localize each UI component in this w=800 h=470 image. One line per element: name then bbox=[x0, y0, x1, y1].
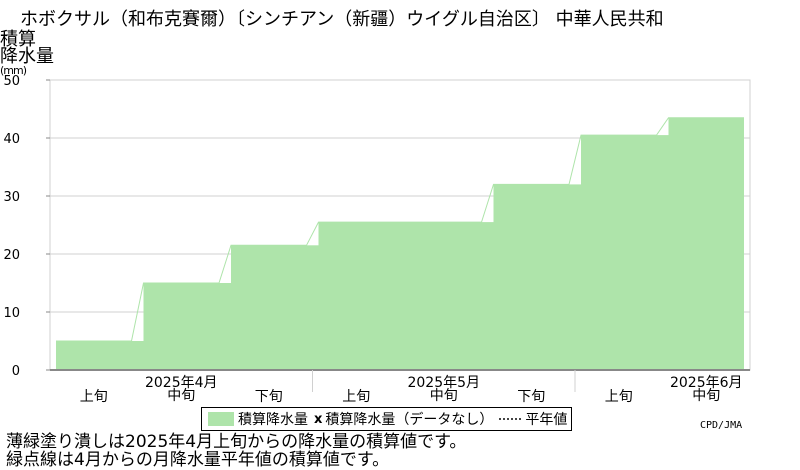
x-period-label: 下旬 bbox=[517, 389, 545, 405]
legend: 積算降水量 x 積算降水量（データなし） 平年値 bbox=[201, 407, 573, 431]
legend-missing-marker-icon: x bbox=[314, 411, 323, 427]
footnote-fill: 薄緑塗り潰しは2025年4月上旬からの降水量の積算値です。 bbox=[6, 432, 467, 452]
x-month-label: 2025年6月 bbox=[670, 375, 743, 391]
x-month-label: 2025年4月 bbox=[145, 375, 218, 391]
x-period-label: 上旬 bbox=[605, 389, 633, 405]
bar-joint bbox=[569, 184, 581, 370]
x-period-label: 上旬 bbox=[80, 389, 108, 405]
x-period-label: 下旬 bbox=[255, 389, 283, 405]
y-tick-label: 10 bbox=[3, 306, 20, 321]
bar-segment bbox=[406, 222, 482, 370]
y-tick-label: 20 bbox=[3, 248, 20, 263]
bar-segment bbox=[56, 341, 132, 370]
y-tick-label: 0 bbox=[12, 364, 20, 379]
x-month-label: 2025年5月 bbox=[407, 375, 480, 391]
bar-joint bbox=[481, 222, 494, 370]
bar-segment bbox=[493, 184, 569, 370]
bar-joint bbox=[131, 341, 144, 370]
y-axis-label: 積算 降水量 (mm) bbox=[0, 31, 54, 77]
bar-joint bbox=[219, 283, 231, 370]
bar-segment bbox=[668, 117, 744, 370]
y-axis-label-line2: 降水量 bbox=[0, 46, 54, 67]
bar-segment bbox=[581, 135, 657, 370]
legend-normal-dotted-line-icon bbox=[499, 418, 522, 420]
bar-segment bbox=[231, 245, 307, 370]
x-period-label: 中旬 bbox=[692, 388, 720, 404]
x-period-label: 中旬 bbox=[430, 388, 458, 404]
bar-joint bbox=[656, 135, 669, 370]
footnote-dotted-line: 緑点線は4月からの月降水量平年値の積算値です。 bbox=[6, 450, 390, 470]
x-period-label: 中旬 bbox=[167, 388, 195, 404]
credit-text: CPD/JMA bbox=[700, 420, 743, 431]
chart-title: ホボクサル（和布克賽爾）〔シンチアン（新疆）ウイグル自治区〕 中華人民共和 bbox=[20, 9, 664, 30]
y-axis-unit: (mm) bbox=[0, 64, 27, 77]
legend-series-label: 積算降水量 bbox=[238, 412, 308, 428]
y-tick-label: 50 bbox=[3, 74, 20, 89]
x-period-label: 上旬 bbox=[342, 389, 370, 405]
legend-missing-label: 積算降水量（データなし） bbox=[325, 412, 494, 428]
bar-segment bbox=[143, 283, 219, 370]
legend-normal-label: 平年値 bbox=[525, 412, 568, 428]
y-tick-label: 40 bbox=[3, 132, 20, 147]
bar-segment bbox=[318, 222, 394, 370]
bar-joint bbox=[306, 245, 319, 370]
legend-fill-swatch bbox=[208, 412, 234, 426]
bar-joint bbox=[394, 222, 406, 370]
y-tick-label: 30 bbox=[3, 190, 20, 205]
y-axis-label-line1: 積算 bbox=[0, 29, 36, 50]
